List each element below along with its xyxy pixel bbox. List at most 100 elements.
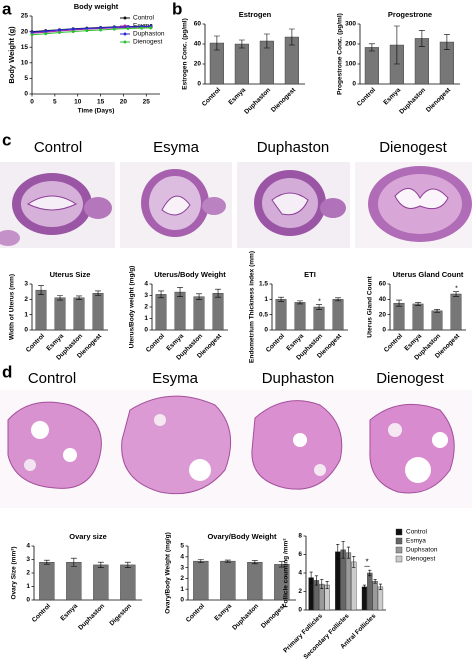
bar: [393, 302, 405, 331]
error-bar: [177, 287, 184, 297]
error-bar: [288, 28, 295, 46]
y-tick-label: 0: [382, 327, 386, 334]
legend-label: Dienogest: [133, 39, 162, 46]
error-bar: [238, 39, 245, 49]
y-tick-label: 25: [21, 13, 29, 20]
y-tick-label: 1: [264, 296, 268, 303]
y-tick-label: 60: [379, 281, 387, 288]
image-label: Dienogest: [379, 139, 447, 156]
bar: [313, 306, 325, 331]
x-tick-label: 10: [74, 99, 82, 106]
data-point: [71, 27, 75, 31]
error-bar: [215, 288, 222, 298]
legend-marker: [123, 40, 127, 44]
bar: [220, 560, 236, 601]
data-point: [85, 29, 89, 33]
y-tick-label: 0: [197, 81, 201, 88]
x-tick-label: 20: [120, 99, 128, 106]
annotation: *: [318, 298, 321, 305]
chart-title: ETI: [304, 270, 316, 279]
x-tick-label: Duphaston: [398, 87, 427, 116]
error-bar: [314, 575, 319, 586]
error-bar: [325, 581, 329, 590]
y-tick-label: 0: [264, 327, 268, 334]
y-tick-label: 4: [26, 543, 30, 550]
bar: [335, 551, 341, 611]
y-tick-label: 100: [345, 61, 356, 68]
legend-label: Control: [133, 15, 155, 22]
y-tick-label: 1.5: [259, 281, 268, 288]
error-bar: [95, 290, 102, 296]
error-bar: [341, 541, 345, 559]
error-bar: [443, 34, 450, 50]
error-bar: [76, 295, 83, 300]
y-tick-label: 15: [21, 44, 29, 51]
y-axis-label: Estrogen Conc. (pg/ml): [182, 18, 189, 90]
y-tick-label: 40: [194, 41, 202, 48]
image-label: Esyma: [152, 370, 199, 387]
error-bar: [335, 297, 342, 302]
bar: [212, 293, 224, 331]
data-point: [57, 31, 61, 35]
error-bar: [297, 300, 304, 305]
bar: [351, 561, 357, 611]
y-axis-label: Ovary Size (mm³): [11, 546, 18, 599]
bar: [155, 294, 167, 331]
error-bar: [278, 561, 285, 568]
error-bar: [378, 583, 383, 590]
y-tick-label: 40: [379, 296, 387, 303]
error-bar: [278, 296, 285, 302]
error-bar: [158, 290, 165, 299]
error-bar: [97, 561, 104, 568]
panel-label: b: [172, 0, 182, 18]
bar: [54, 297, 66, 331]
chart-title: Body weight: [74, 2, 119, 11]
x-tick-label: Control: [383, 333, 404, 354]
ovary-images: [0, 390, 472, 508]
y-tick-label: 0: [24, 91, 28, 98]
error-bar: [418, 30, 425, 47]
y-tick-label: 1: [144, 315, 148, 322]
chart-title: Estrogen: [239, 10, 272, 19]
x-tick-label: Control: [201, 87, 222, 108]
x-tick-label: Secondary Follicles: [303, 612, 351, 660]
y-tick-label: 0: [298, 607, 302, 614]
data-point: [149, 26, 153, 30]
data-point: [57, 28, 61, 32]
bar: [92, 293, 104, 331]
y-tick-label: 0: [180, 597, 184, 604]
error-bar: [57, 295, 64, 301]
legend-label: Duphaston: [133, 31, 165, 38]
bar: [193, 296, 205, 331]
y-tick-label: 4: [180, 554, 184, 561]
y-axis-label: Uterus Gland Count: [367, 275, 374, 337]
data-point: [71, 30, 75, 34]
bar: [372, 581, 378, 611]
y-axis-label: Progestrone Conc. (pg/ml): [337, 13, 344, 95]
x-axis-label: Time (Days): [78, 108, 115, 115]
y-tick-label: 20: [21, 28, 29, 35]
y-axis-label: Follicle counting /mm²: [283, 538, 290, 608]
data-point: [30, 30, 34, 34]
legend-swatch: [395, 537, 403, 545]
error-bar: [197, 559, 204, 564]
data-point: [140, 26, 144, 30]
data-point: [44, 32, 48, 36]
error-bar: [373, 579, 377, 584]
y-tick-label: 2: [298, 588, 302, 595]
bar: [247, 562, 263, 601]
error-bar: [453, 291, 460, 297]
error-bar: [124, 561, 131, 568]
y-axis-label: Endometrium Thickness index (mm): [249, 251, 256, 363]
y-tick-label: 3: [144, 292, 148, 299]
error-bar: [368, 43, 375, 52]
y-tick-label: 0: [24, 327, 28, 334]
x-tick-label: Control: [356, 87, 377, 108]
x-tick-label: 25: [143, 99, 151, 106]
error-bar: [393, 25, 400, 65]
y-tick-label: 3: [26, 556, 30, 563]
data-point: [44, 29, 48, 33]
image-label: Control: [34, 139, 82, 156]
error-bar: [434, 309, 441, 313]
